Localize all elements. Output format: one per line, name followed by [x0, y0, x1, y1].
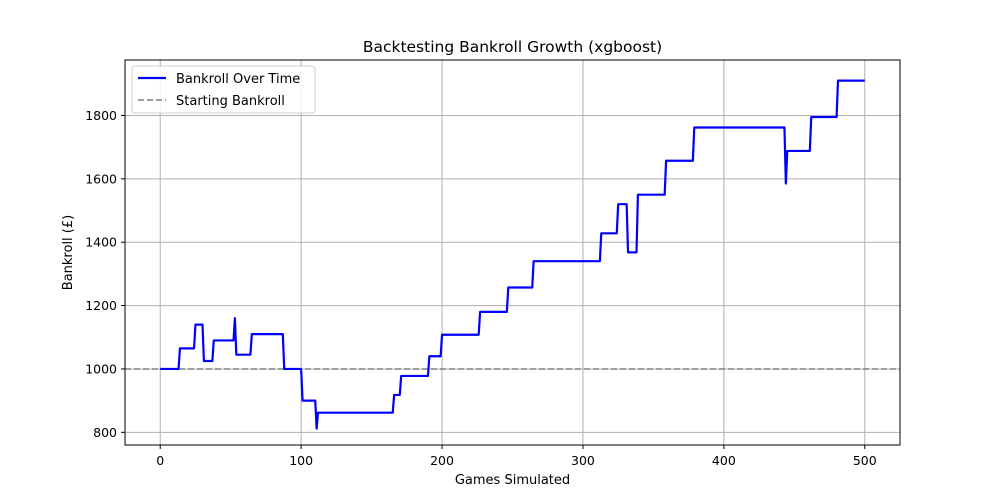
y-axis-title: Bankroll (£) — [61, 215, 76, 290]
y-tick-label: 1200 — [85, 298, 117, 313]
legend-box — [131, 65, 316, 114]
y-tick-label: 1000 — [85, 361, 117, 376]
plot-frame — [124, 59, 901, 446]
x-tick-label: 400 — [712, 453, 736, 468]
x-tick-label: 100 — [289, 453, 313, 468]
x-tick-label: 300 — [571, 453, 595, 468]
legend: Bankroll Over Time Starting Bankroll — [131, 65, 316, 114]
y-tick-label: 1800 — [85, 108, 117, 123]
axis-ticks: 0 100 200 300 400 500 800 1000 1200 1400 1600 1800 — [85, 108, 877, 468]
x-tick-label: 500 — [853, 453, 877, 468]
y-tick-label: 1400 — [85, 235, 117, 250]
y-tick-label: 800 — [93, 425, 117, 440]
y-tick-label: 1600 — [85, 171, 117, 186]
chart-title: Backtesting Bankroll Growth (xgboost) — [363, 38, 662, 56]
x-tick-label: 0 — [156, 453, 164, 468]
legend-label-starting: Starting Bankroll — [176, 94, 285, 109]
series-layer — [125, 79, 900, 430]
x-axis-title: Games Simulated — [455, 473, 570, 488]
legend-label-bankroll: Bankroll Over Time — [176, 72, 300, 87]
x-tick-label: 200 — [430, 453, 454, 468]
bankroll-series-line — [160, 79, 865, 430]
